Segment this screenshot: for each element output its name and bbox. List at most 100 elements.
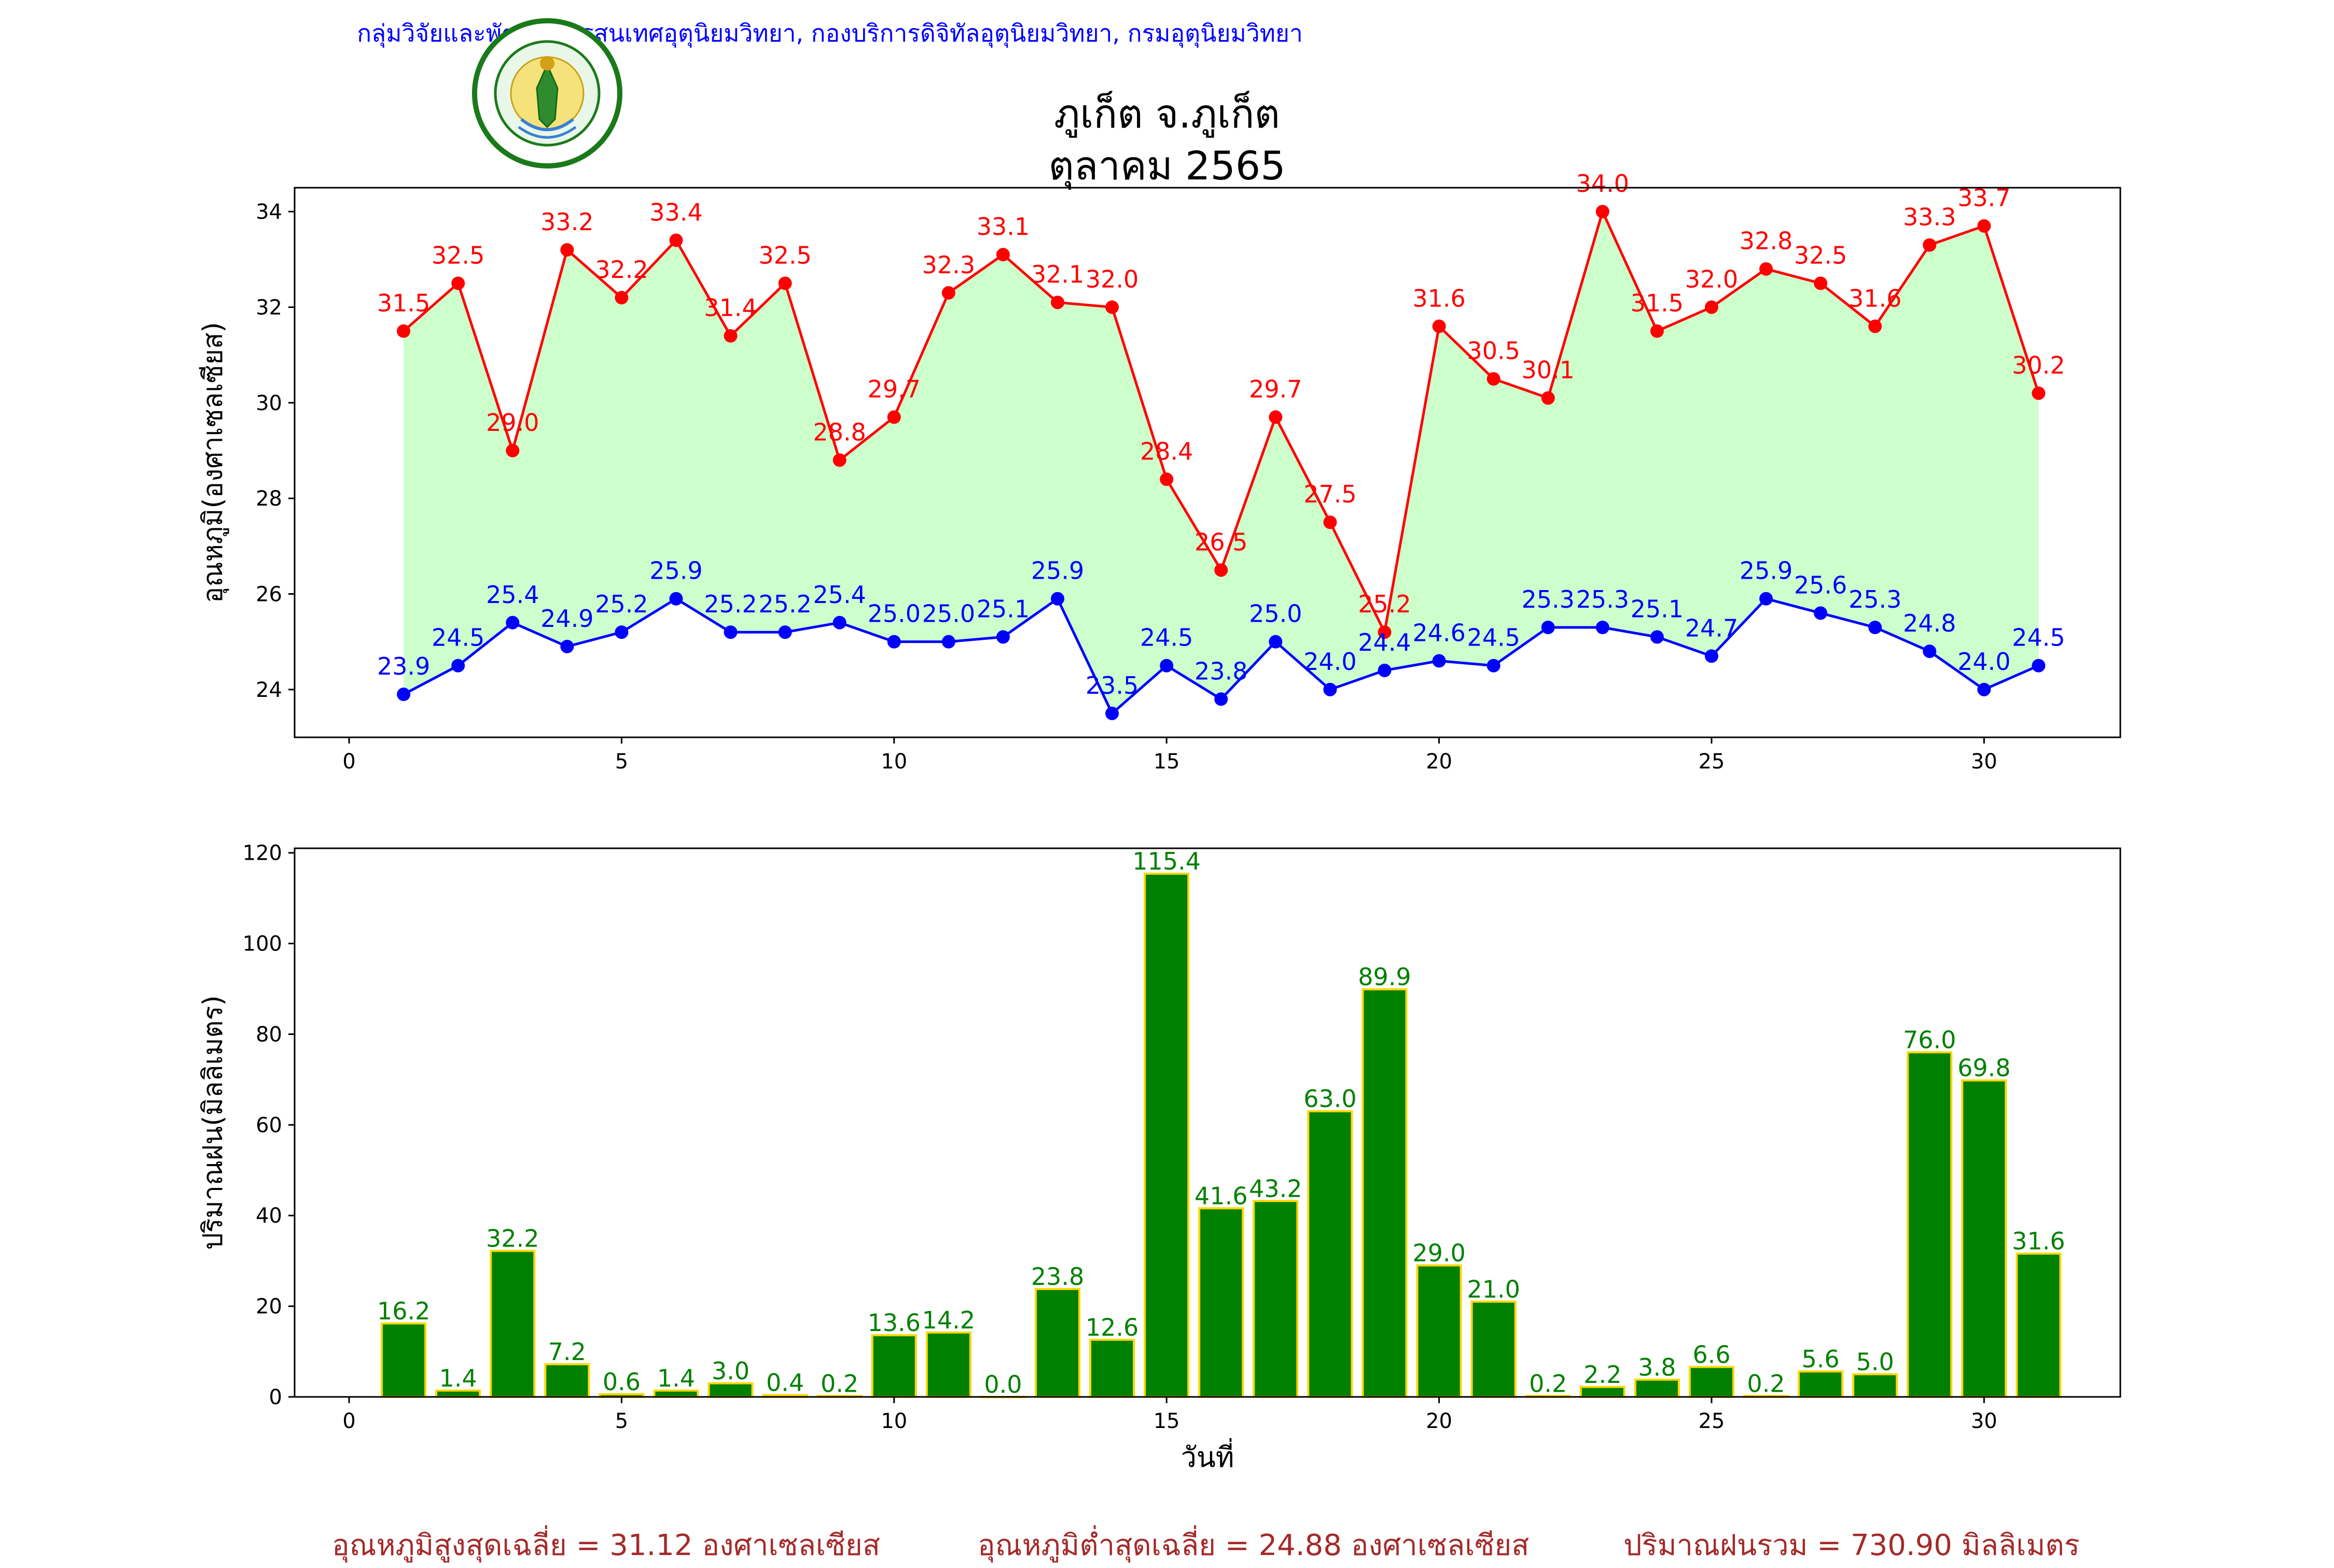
avg-max-temp-summary: อุณหภูมิสูงสุดเฉลี่ย = 31.12 องศาเซลเซีย… xyxy=(332,1529,881,1562)
min-temp-point xyxy=(724,625,738,639)
max-temp-label: 32.5 xyxy=(758,241,811,269)
rain-bar xyxy=(1688,1366,1734,1398)
max-temp-label: 32.0 xyxy=(1086,265,1138,293)
max-temp-point xyxy=(1977,219,1991,233)
rain-bar-label: 63.0 xyxy=(1303,1085,1356,1113)
min-temp-point xyxy=(1759,592,1773,606)
rain-bar-label: 0.6 xyxy=(603,1368,641,1396)
max-temp-label: 29.7 xyxy=(868,375,921,403)
min-temp-label: 25.4 xyxy=(486,581,539,609)
max-temp-point xyxy=(1759,262,1773,276)
min-temp-point xyxy=(996,630,1010,644)
max-temp-label: 32.0 xyxy=(1685,265,1738,293)
y-tick-label: 40 xyxy=(256,1204,282,1228)
max-temp-label: 31.5 xyxy=(1631,289,1684,317)
rainfall-chart: 16.2 1.4 32.2 7.2 0.6 1.4 3.0 0.4 0.2 13.6 14.2 0.0… xyxy=(198,842,2121,1474)
min-temp-label: 25.2 xyxy=(595,590,648,618)
min-temp-label: 24.5 xyxy=(1140,624,1193,652)
max-temp-point xyxy=(724,329,738,343)
rain-bar-label: 69.8 xyxy=(1957,1054,2010,1082)
min-temp-point xyxy=(1541,621,1555,634)
rain-bar xyxy=(490,1250,536,1398)
min-temp-point xyxy=(1378,663,1392,677)
rain-bar-label: 5.6 xyxy=(1802,1345,1840,1373)
y-axis-label: อุณหภูมิ(องศาเซลเซียส) xyxy=(198,322,229,603)
plot-frame xyxy=(294,187,2121,738)
rain-bar xyxy=(1144,872,1190,1398)
min-temp-point xyxy=(1650,630,1664,644)
max-temp-point xyxy=(1323,515,1337,529)
title-station: ภูเก็ต จ.ภูเก็ต xyxy=(1054,91,1280,137)
max-temp-label: 31.4 xyxy=(704,294,757,322)
rain-bar xyxy=(1961,1079,2007,1398)
rain-bar-label: 29.0 xyxy=(1412,1239,1465,1267)
max-temp-label: 27.5 xyxy=(1303,480,1356,508)
min-temp-point xyxy=(1323,682,1337,696)
min-temp-label: 25.2 xyxy=(758,590,811,618)
min-temp-label: 25.0 xyxy=(1249,600,1302,628)
min-temp-label: 25.9 xyxy=(1740,557,1793,585)
min-temp-label: 25.2 xyxy=(704,590,757,618)
max-temp-point xyxy=(832,453,846,467)
min-temp-point xyxy=(1105,706,1119,720)
max-temp-point xyxy=(615,291,629,304)
min-temp-point xyxy=(2032,659,2046,673)
min-temp-label: 25.1 xyxy=(1631,595,1684,623)
rain-bar xyxy=(925,1331,971,1398)
max-temp-point xyxy=(1814,276,1828,290)
rain-bar-label: 12.6 xyxy=(1086,1313,1138,1341)
min-temp-label: 24.5 xyxy=(2012,624,2065,652)
max-temp-label: 34.0 xyxy=(1576,170,1629,198)
rain-bar-label: 31.6 xyxy=(2012,1227,2065,1255)
rain-bar-label: 0.2 xyxy=(1529,1369,1567,1397)
x-tick-label: 30 xyxy=(1971,1409,1997,1433)
max-temp-point xyxy=(1432,319,1446,333)
min-temp-label: 25.3 xyxy=(1576,585,1629,613)
max-temp-point xyxy=(1105,300,1119,314)
rain-bar-label: 41.6 xyxy=(1194,1182,1247,1210)
rain-bar xyxy=(1470,1300,1517,1398)
max-temp-label: 33.3 xyxy=(1903,203,1956,231)
max-temp-label: 28.8 xyxy=(813,418,866,446)
min-temp-label: 25.3 xyxy=(1849,585,1901,613)
min-temp-label: 25.0 xyxy=(922,600,975,628)
min-temp-label: 23.8 xyxy=(1194,657,1247,685)
max-temp-point xyxy=(1486,372,1501,386)
rain-bar-label: 5.0 xyxy=(1856,1348,1894,1376)
plot-frame xyxy=(294,847,2121,1398)
max-temp-point xyxy=(669,233,683,247)
min-temp-point xyxy=(506,615,520,629)
x-tick-label: 15 xyxy=(1154,1409,1180,1433)
max-temp-label: 30.1 xyxy=(1522,356,1575,384)
max-temp-label: 33.7 xyxy=(1957,184,2010,212)
min-temp-label: 25.9 xyxy=(1031,557,1084,585)
avg-min-temp-summary: อุณหภูมิต่ำสุดเฉลี่ย = 24.88 องศาเซลเซีย… xyxy=(978,1529,1530,1562)
rain-bar-label: 2.2 xyxy=(1583,1361,1621,1389)
rain-bar xyxy=(1198,1207,1244,1398)
min-temp-point xyxy=(778,625,792,639)
min-temp-point xyxy=(1486,659,1501,673)
max-temp-point xyxy=(887,410,901,424)
rain-bar-label: 7.2 xyxy=(548,1338,586,1366)
rain-bar-label: 3.0 xyxy=(712,1357,749,1385)
temperature-chart: 31.532.529.033.232.233.431.432.528.829.7… xyxy=(198,170,2121,774)
max-temp-label: 32.8 xyxy=(1740,227,1793,255)
rain-bar xyxy=(1362,988,1408,1398)
min-temp-point xyxy=(615,625,629,639)
rain-bar-label: 23.8 xyxy=(1031,1263,1084,1291)
min-temp-point xyxy=(397,688,411,702)
rain-bar-label: 6.6 xyxy=(1692,1340,1730,1368)
min-temp-label: 24.9 xyxy=(540,605,593,633)
y-tick-label: 26 xyxy=(256,582,282,606)
rain-bar-label: 21.0 xyxy=(1467,1275,1520,1303)
max-temp-point xyxy=(1923,238,1937,252)
y-tick-label: 60 xyxy=(256,1113,282,1137)
total-rainfall-summary: ปริมาณฝนรวม = 730.90 มิลลิเมตร xyxy=(1623,1529,2080,1562)
x-tick-label: 25 xyxy=(1698,1409,1725,1433)
x-tick-label: 20 xyxy=(1426,1409,1452,1433)
rain-bar-label: 14.2 xyxy=(922,1306,975,1334)
x-tick-label: 20 xyxy=(1426,750,1452,774)
rain-bar xyxy=(1634,1378,1680,1398)
max-temp-point xyxy=(2032,386,2046,400)
